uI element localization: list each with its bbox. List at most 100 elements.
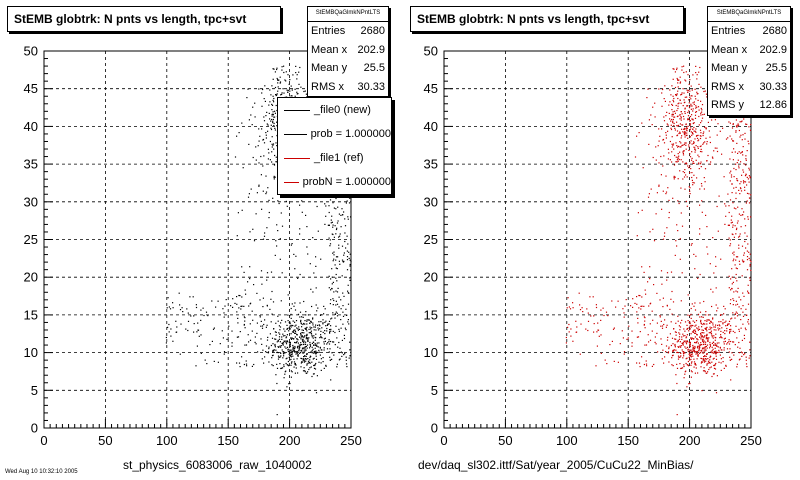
scatter-point [733,341,735,343]
scatter-point [746,123,748,125]
scatter-point [340,226,342,228]
scatter-point [301,211,303,213]
scatter-point [294,329,296,331]
scatter-point [650,188,652,190]
scatter-point [331,276,333,278]
scatter-point [693,361,696,363]
scatter-point [283,71,285,74]
scatter-point [335,277,337,279]
scatter-point [718,324,720,326]
x-tick-label: 100 [556,433,578,448]
scatter-point [333,258,335,260]
scatter-point [639,295,641,297]
scatter-point [724,340,726,342]
scatter-point [263,142,266,144]
scatter-point [343,211,345,213]
scatter-point [283,92,285,94]
scatter-point [281,66,283,68]
scatter-point [713,364,715,367]
scatter-point [312,341,314,343]
scatter-point [332,330,334,332]
scatter-point [314,351,316,353]
scatter-point [342,315,345,317]
scatter-point [663,142,666,144]
scatter-point [678,158,680,161]
scatter-point [182,311,184,313]
scatter-point [287,341,289,343]
scatter-point [316,375,318,377]
scatter-point [681,93,683,95]
scatter-point [713,373,715,375]
scatter-point [698,168,700,170]
scatter-point [303,350,305,352]
scatter-point [681,367,684,369]
scatter-point [349,355,351,357]
scatter-point [348,251,350,253]
scatter-point [648,305,650,307]
scatter-point [284,371,286,373]
stats-row-rms-x: RMS x 30.33 [311,80,385,93]
scatter-point [581,307,583,309]
scatter-point [674,154,676,157]
scatter-point [690,338,693,340]
scatter-point [697,147,699,149]
scatter-point [699,344,701,346]
scatter-point [678,102,680,104]
scatter-point [682,150,685,152]
scatter-point [724,330,726,332]
scatter-point [244,317,246,319]
scatter-point [303,332,305,334]
scatter-point [585,328,587,330]
scatter-point [743,211,745,213]
scatter-point [289,79,291,81]
scatter-point [284,373,286,375]
scatter-point [277,355,280,357]
scatter-point [702,338,704,340]
scatter-point [291,353,293,355]
scatter-point [339,233,341,235]
scatter-point [309,344,312,346]
scatter-point [746,366,748,368]
scatter-point [652,319,654,321]
scatter-point [730,219,732,221]
scatter-point [265,191,268,193]
scatter-point [728,211,730,214]
scatter-point [736,337,738,339]
scatter-point [169,308,172,310]
scatter-point [728,343,731,345]
scatter-point [690,370,692,372]
scatter-point [735,325,737,327]
scatter-point [674,86,677,89]
scatter-point [697,354,699,356]
scatter-point [231,330,233,332]
scatter-point [707,360,710,362]
scatter-point [677,103,679,105]
scatter-point [240,305,242,307]
scatter-point [678,336,681,338]
scatter-point [275,104,277,107]
scatter-point [740,299,742,301]
scatter-point [317,327,319,329]
scatter-point [631,330,633,332]
y-tick-label: 50 [24,44,38,59]
scatter-point [675,331,677,333]
scatter-point [256,292,258,294]
scatter-point [673,116,675,118]
scatter-point [677,200,679,202]
scatter-point [300,362,302,364]
scatter-point [341,339,343,341]
scatter-point [314,326,316,328]
scatter-point [288,83,290,85]
scatter-point [306,363,308,365]
scatter-point [314,352,316,354]
scatter-point [647,281,649,283]
scatter-point [673,176,675,179]
scatter-point [300,86,302,88]
scatter-point [733,167,735,170]
scatter-point [693,182,695,184]
scatter-point [271,115,273,117]
y-tick-label: 20 [24,270,38,285]
scatter-point [728,287,730,289]
scatter-point [273,124,275,127]
scatter-point [605,311,608,313]
